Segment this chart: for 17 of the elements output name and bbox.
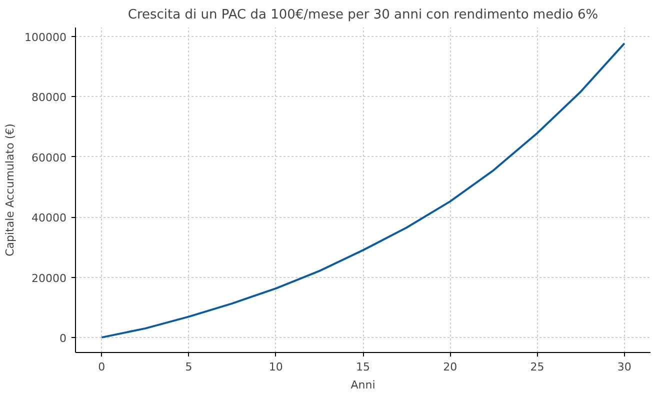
y-tick-label: 20000: [32, 272, 67, 285]
x-tick-label: 5: [185, 360, 192, 374]
x-tick-label: 15: [356, 360, 370, 374]
y-tick-label: 80000: [32, 91, 67, 104]
y-axis-title: Capitale Accumulato (€): [4, 124, 17, 256]
y-tick-label: 60000: [32, 151, 67, 164]
x-tick-label: 0: [98, 360, 106, 374]
y-tick-label: 0: [60, 332, 66, 345]
x-axis-title: Anni: [350, 378, 376, 392]
y-tick-label: 100000: [24, 31, 67, 44]
x-tick-label: 20: [443, 360, 458, 374]
y-tick-label: 40000: [32, 212, 67, 225]
x-tick-label: 10: [268, 360, 283, 374]
x-tick-label: 25: [530, 360, 544, 374]
line-series: [100, 42, 626, 338]
x-tick-label: 30: [617, 360, 632, 374]
chart-title: Crescita di un PAC da 100€/mese per 30 anni con rendimento medio 6%: [128, 8, 598, 22]
